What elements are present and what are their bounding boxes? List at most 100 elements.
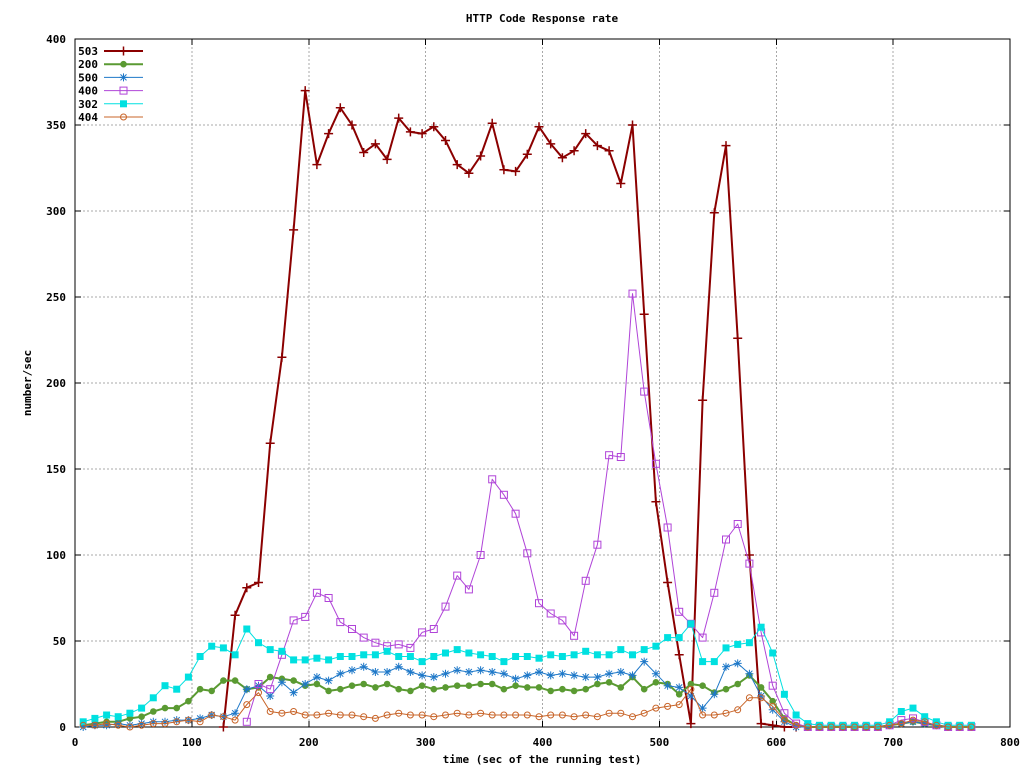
data-point-404 <box>956 723 964 731</box>
data-point-400 <box>476 551 485 559</box>
data-point-404 <box>722 709 730 717</box>
data-point-200 <box>395 685 403 693</box>
data-point-503 <box>546 139 556 149</box>
data-point-400 <box>511 509 520 518</box>
data-point-404 <box>91 721 99 729</box>
data-point-200 <box>640 685 648 693</box>
data-point-302 <box>208 642 216 650</box>
data-point-404 <box>173 718 181 726</box>
legend-entry-302: 302 <box>78 98 143 111</box>
data-point-302 <box>617 646 625 654</box>
data-point-404 <box>336 711 344 719</box>
data-point-400 <box>605 451 614 460</box>
data-point-500 <box>231 709 240 718</box>
data-point-404 <box>126 723 134 731</box>
x-tick-label: 700 <box>883 736 903 749</box>
data-point-302 <box>862 721 870 729</box>
data-point-500 <box>301 680 310 688</box>
data-point-302 <box>921 713 929 721</box>
data-point-404 <box>897 720 905 728</box>
legend-label: 302 <box>78 98 98 111</box>
data-point-404 <box>500 711 508 719</box>
data-point-404 <box>477 709 485 717</box>
x-tick-label: 600 <box>766 736 786 749</box>
data-point-200 <box>360 680 368 688</box>
data-point-404 <box>360 713 368 721</box>
data-point-400 <box>348 625 356 633</box>
data-point-404 <box>804 723 812 731</box>
data-point-200 <box>325 687 332 695</box>
data-point-404 <box>909 716 917 724</box>
legend-entry-503: 503 <box>78 45 143 58</box>
data-point-503 <box>756 719 766 729</box>
data-point-302 <box>395 653 403 660</box>
legend-marker <box>120 113 127 121</box>
data-point-404 <box>465 711 473 719</box>
data-point-200 <box>699 682 706 689</box>
data-point-404 <box>79 721 87 729</box>
data-point-503 <box>616 179 626 188</box>
data-point-500 <box>266 692 275 700</box>
data-point-400 <box>301 612 310 621</box>
data-point-302 <box>535 654 543 662</box>
data-point-404 <box>851 723 859 731</box>
data-point-302 <box>91 714 99 722</box>
data-point-200 <box>605 679 613 686</box>
data-point-400 <box>710 588 719 597</box>
data-point-500 <box>242 685 251 694</box>
data-point-404 <box>278 709 286 717</box>
y-tick-label: 300 <box>46 205 66 218</box>
data-point-500 <box>651 669 660 678</box>
data-point-400 <box>371 638 380 647</box>
data-point-500 <box>920 719 929 728</box>
data-point-500 <box>476 666 485 675</box>
data-point-302 <box>629 651 636 659</box>
data-point-500 <box>371 668 380 676</box>
data-point-500 <box>172 716 181 725</box>
data-point-302 <box>488 653 496 660</box>
data-point-404 <box>138 721 146 729</box>
data-point-302 <box>967 721 975 729</box>
data-point-200 <box>570 687 578 695</box>
data-point-400 <box>909 714 917 723</box>
data-point-404 <box>325 709 333 717</box>
data-point-404 <box>301 711 309 719</box>
data-point-404 <box>523 711 531 719</box>
data-point-400 <box>324 594 333 602</box>
data-point-404 <box>266 708 274 715</box>
legend-entry-404: 404 <box>78 111 143 124</box>
x-tick-label: 200 <box>299 736 319 749</box>
data-point-500 <box>733 659 742 668</box>
data-point-302 <box>348 653 356 660</box>
data-point-500 <box>780 717 789 726</box>
data-point-200 <box>430 685 438 693</box>
y-tick-label: 400 <box>46 33 66 46</box>
data-point-302 <box>687 620 695 628</box>
data-point-404 <box>196 718 204 726</box>
data-point-500 <box>499 669 508 678</box>
data-point-404 <box>558 711 566 719</box>
data-point-400 <box>406 643 415 652</box>
data-point-200 <box>722 685 730 693</box>
data-point-503 <box>522 149 532 159</box>
legend-marker <box>119 86 128 95</box>
data-point-500 <box>757 692 766 700</box>
data-point-302 <box>219 644 227 652</box>
data-point-200 <box>372 684 379 691</box>
data-point-404 <box>687 685 695 693</box>
legend-entry-200: 200 <box>78 58 143 71</box>
data-point-503 <box>394 113 404 123</box>
series-layer <box>79 86 976 732</box>
data-point-404 <box>792 721 800 729</box>
data-point-404 <box>874 723 882 731</box>
data-point-302 <box>126 709 134 717</box>
data-point-200 <box>675 691 683 698</box>
data-point-400 <box>628 289 637 298</box>
data-point-200 <box>757 684 765 691</box>
data-point-400 <box>546 609 555 618</box>
data-point-400 <box>394 640 403 649</box>
data-point-500 <box>675 683 684 692</box>
data-point-404 <box>535 713 543 721</box>
